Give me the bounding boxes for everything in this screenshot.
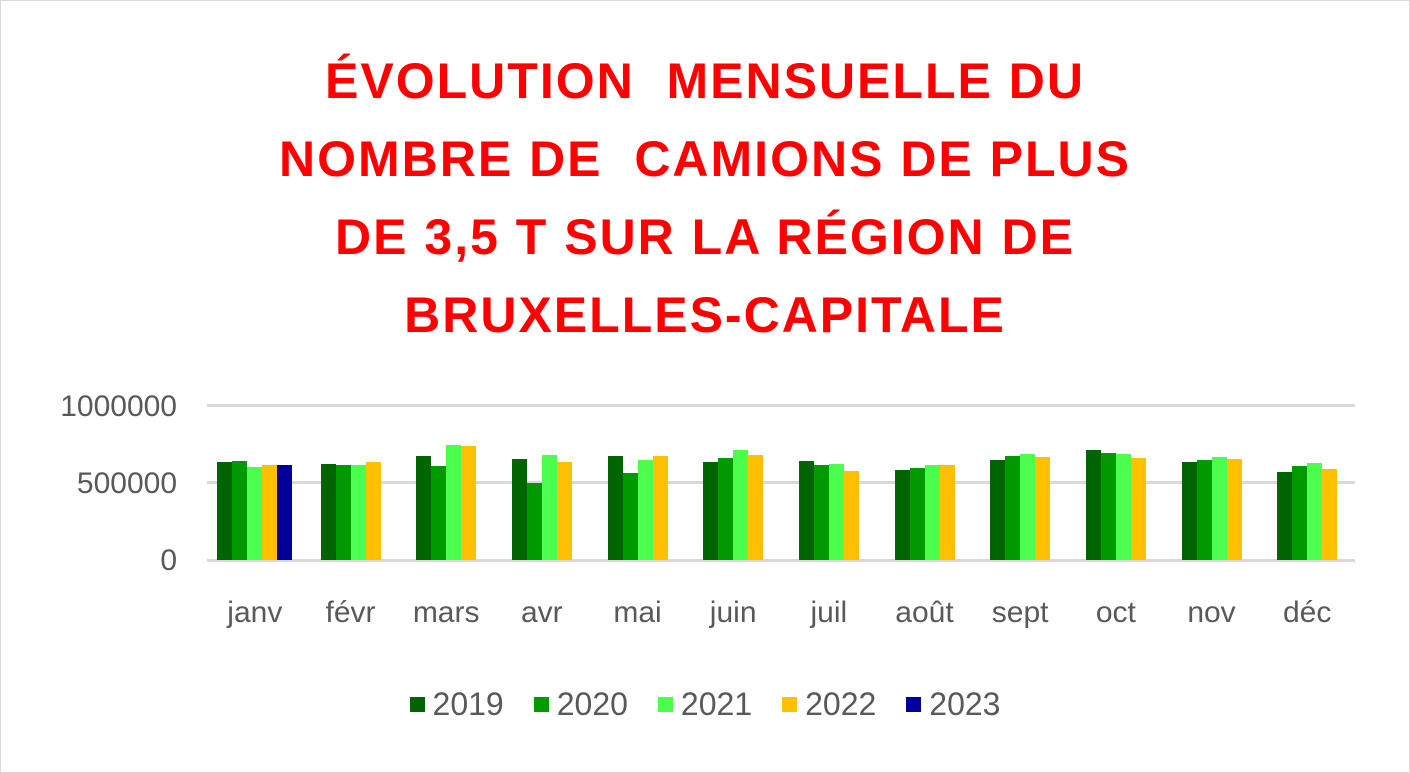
x-axis-line — [207, 559, 1355, 562]
bar-avr-2022 — [556, 462, 572, 560]
bar-mars-2019 — [416, 456, 432, 560]
x-tick-févr: févr — [325, 596, 376, 629]
gridline-500000 — [207, 481, 1355, 484]
chart-title: ÉVOLUTION MENSUELLE DU NOMBRE DE CAMIONS… — [0, 42, 1410, 354]
legend-label: 2020 — [556, 686, 628, 722]
bar-juil-2019 — [798, 460, 814, 560]
bar-juin-2021 — [733, 449, 749, 560]
x-tick-nov: nov — [1187, 596, 1236, 629]
bar-août-2022 — [939, 465, 955, 560]
bar-déc-2019 — [1277, 471, 1293, 560]
x-tick-déc: déc — [1282, 596, 1332, 629]
bar-janv-2019 — [217, 462, 233, 560]
y-tick-1000000: 1000000 — [60, 390, 177, 423]
legend-label: 2022 — [805, 686, 877, 722]
bar-déc-2021 — [1307, 462, 1323, 560]
x-tick-mai: mai — [613, 596, 662, 629]
bar-août-2021 — [924, 465, 940, 560]
bar-janv-2022 — [262, 465, 278, 560]
bar-oct-2019 — [1085, 449, 1101, 560]
bar-oct-2022 — [1130, 458, 1146, 560]
x-tick-sept: sept — [991, 596, 1049, 629]
bar-nov-2020 — [1196, 460, 1212, 560]
title-line-4: BRUXELLES-CAPITALE — [404, 287, 1006, 343]
legend-swatch-icon — [782, 697, 798, 712]
bar-janv-2021 — [247, 467, 263, 560]
y-tick-0: 0 — [160, 544, 177, 577]
bar-août-2019 — [894, 469, 910, 560]
bar-mai-2022 — [652, 456, 668, 560]
x-tick-mars: mars — [412, 596, 480, 629]
bar-juin-2019 — [703, 462, 719, 560]
bar-juil-2022 — [843, 471, 859, 560]
bar-oct-2021 — [1115, 453, 1131, 560]
legend-item-2022: 2022 — [782, 686, 876, 723]
bar-mars-2020 — [431, 466, 447, 560]
x-tick-oct: oct — [1095, 596, 1136, 629]
title-line-3: DE 3,5 T SUR LA RÉGION DE — [335, 209, 1075, 265]
legend-item-2021: 2021 — [657, 686, 753, 723]
bar-avr-2020 — [526, 482, 542, 560]
bar-juil-2020 — [813, 465, 829, 560]
bar-janv-2023 — [277, 465, 293, 560]
bar-juin-2020 — [718, 458, 734, 560]
legend-label: 2023 — [929, 686, 1001, 722]
legend: 2019 2020 2021 2022 2023 — [0, 686, 1410, 723]
x-tick-juil: juil — [810, 596, 848, 629]
bar-sept-2021 — [1020, 453, 1036, 560]
bar-janv-2020 — [232, 460, 248, 560]
bar-mars-2021 — [446, 445, 462, 560]
plot-area — [207, 404, 1355, 562]
bar-juin-2022 — [748, 455, 764, 560]
bar-mai-2019 — [607, 456, 623, 560]
bar-déc-2022 — [1322, 469, 1338, 560]
legend-swatch-icon — [657, 697, 673, 712]
bar-nov-2019 — [1181, 462, 1197, 560]
legend-item-2020: 2020 — [533, 686, 628, 723]
bar-avr-2019 — [511, 458, 527, 560]
x-tick-août: août — [895, 596, 954, 629]
legend-swatch-icon — [533, 697, 549, 712]
bar-févr-2022 — [365, 462, 381, 560]
bar-déc-2020 — [1292, 466, 1308, 560]
bar-août-2020 — [909, 467, 925, 560]
bar-sept-2020 — [1005, 456, 1021, 560]
bar-sept-2019 — [990, 460, 1006, 560]
legend-item-2023: 2023 — [906, 686, 1000, 723]
bar-nov-2022 — [1226, 458, 1242, 560]
x-tick-janv: janv — [227, 596, 283, 629]
bar-mai-2021 — [637, 460, 653, 560]
bar-nov-2021 — [1211, 456, 1227, 560]
bar-juil-2021 — [828, 464, 844, 560]
legend-label: 2021 — [680, 686, 753, 722]
bar-févr-2021 — [350, 465, 366, 560]
bar-févr-2019 — [320, 464, 336, 560]
title-line-2: NOMBRE DE CAMIONS DE PLUS — [278, 131, 1132, 187]
bar-avr-2021 — [541, 455, 557, 560]
legend-swatch-icon — [409, 697, 425, 712]
bar-oct-2020 — [1100, 453, 1116, 560]
gridline-1000000 — [207, 404, 1355, 407]
x-tick-juin: juin — [709, 596, 757, 629]
y-tick-500000: 500000 — [76, 467, 177, 500]
legend-label: 2019 — [432, 686, 504, 722]
x-tick-avr: avr — [520, 596, 563, 629]
legend-item-2019: 2019 — [409, 686, 504, 723]
bar-mars-2022 — [461, 446, 477, 560]
legend-swatch-icon — [906, 697, 922, 712]
title-line-1: ÉVOLUTION MENSUELLE DU — [325, 53, 1085, 109]
bar-sept-2022 — [1035, 456, 1051, 560]
bar-févr-2020 — [335, 465, 351, 560]
bar-mai-2020 — [622, 473, 638, 560]
